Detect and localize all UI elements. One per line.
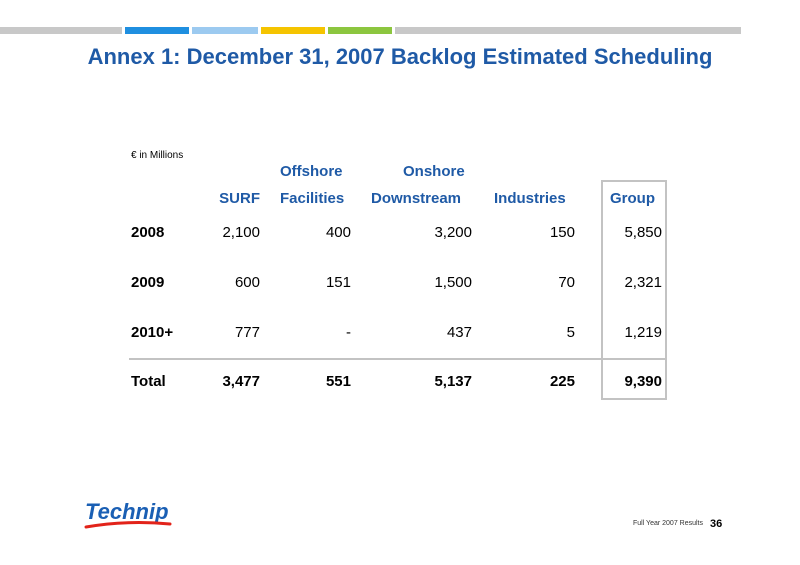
cell-total-onshore: 5,137 xyxy=(434,373,472,390)
row-label-2009: 2009 xyxy=(131,274,165,291)
page-title: Annex 1: December 31, 2007 Backlog Estim… xyxy=(87,44,713,69)
row-label-total: Total xyxy=(131,373,166,390)
row-label-2008: 2008 xyxy=(131,224,165,241)
cell-total-surf: 3,477 xyxy=(222,373,260,390)
cell-2010-surf: 777 xyxy=(234,324,260,341)
page-number: 36 xyxy=(710,518,723,530)
cell-2009-surf: 600 xyxy=(234,274,260,291)
cell-2009-industries: 70 xyxy=(558,274,575,291)
cell-2008-group: 5,850 xyxy=(624,224,662,241)
column-header-offshore-line1: Offshore xyxy=(280,163,343,180)
cell-total-group: 9,390 xyxy=(624,373,662,390)
column-header-industries: Industries xyxy=(494,190,566,207)
technip-logo: Technip xyxy=(84,499,172,529)
column-header-onshore: Downstream xyxy=(371,190,462,207)
color-bar-segment xyxy=(0,27,122,34)
technip-logo-swoosh xyxy=(84,521,172,529)
column-header-surf: SURF xyxy=(219,190,260,207)
column-header-group: Group xyxy=(610,190,655,207)
color-bar-segment xyxy=(395,27,741,34)
cell-total-industries: 225 xyxy=(549,373,575,390)
column-header-onshore-line1: Onshore xyxy=(403,163,465,180)
group-total-separator-line xyxy=(601,358,667,360)
color-bar-segment xyxy=(125,27,189,34)
column-header-offshore: Facilities xyxy=(280,190,345,207)
cell-2010-offshore: - xyxy=(346,324,351,341)
cell-2009-group: 2,321 xyxy=(624,274,662,291)
unit-label: € in Millions xyxy=(131,150,184,161)
color-bar-segment xyxy=(192,27,258,34)
cell-2010-industries: 5 xyxy=(566,324,575,341)
top-color-bar xyxy=(0,27,800,34)
cell-2008-surf: 2,100 xyxy=(222,224,260,241)
footer-text: Full Year 2007 Results xyxy=(632,520,703,527)
cell-2009-onshore: 1,500 xyxy=(434,274,472,291)
cell-2008-industries: 150 xyxy=(549,224,575,241)
color-bar-segment xyxy=(261,27,325,34)
row-label-2010-plus: 2010+ xyxy=(131,324,174,341)
cell-total-offshore: 551 xyxy=(325,373,351,390)
group-column-box xyxy=(601,180,667,400)
cell-2008-offshore: 400 xyxy=(325,224,351,241)
cell-2008-onshore: 3,200 xyxy=(434,224,472,241)
total-separator-line xyxy=(129,358,601,360)
technip-logo-text: Technip xyxy=(85,499,169,524)
cell-2010-onshore: 437 xyxy=(446,324,472,341)
color-bar-segment xyxy=(328,27,392,34)
cell-2009-offshore: 151 xyxy=(325,274,351,291)
cell-2010-group: 1,219 xyxy=(624,324,662,341)
